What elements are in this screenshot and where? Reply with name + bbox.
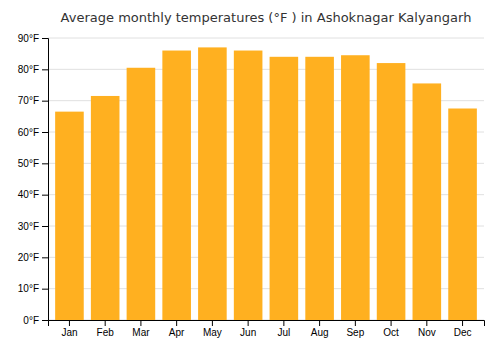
bar (270, 57, 299, 320)
tick-mark (42, 163, 48, 164)
tick: 90°F (18, 33, 48, 44)
tick-label: Jul (277, 327, 290, 338)
tick-label: 40°F (18, 189, 39, 200)
chart: 0°F 10°F 20°F 30°F 40°F 50°F 60°F 70°F 80°F 90°F J… (0, 0, 500, 350)
tick-mark (355, 320, 356, 326)
bar (448, 109, 477, 321)
bar (198, 47, 227, 320)
tick-label: 80°F (18, 64, 39, 75)
tick: Sep (346, 320, 364, 338)
tick-mark (283, 320, 284, 326)
tick-label: Aug (311, 327, 329, 338)
tick: 0°F (23, 315, 48, 326)
tick: 20°F (18, 252, 48, 263)
tick-label: 10°F (18, 283, 39, 294)
tick: Nov (418, 320, 436, 338)
title: Average monthly temperatures (°F ) in As… (61, 10, 472, 25)
tick-label: Apr (169, 327, 185, 338)
tick: Apr (169, 320, 185, 338)
axis-line (49, 321, 485, 327)
tick-label: Oct (383, 327, 399, 338)
tick: Oct (383, 320, 399, 338)
tick-mark (212, 320, 213, 326)
tick-mark (42, 195, 48, 196)
tick-mark (42, 289, 48, 290)
bars (55, 47, 477, 320)
tick: 10°F (18, 283, 48, 294)
tick-mark (69, 320, 70, 326)
tick-mark (42, 257, 48, 258)
x-axis: Jan Feb Mar Apr May Jun Jul Aug Sep Oct Nov Dec (49, 320, 485, 338)
tick-label: Feb (97, 327, 115, 338)
tick: Jul (277, 320, 290, 338)
tick-label: Jun (240, 327, 256, 338)
tick-label: 20°F (18, 252, 39, 263)
bar (413, 83, 442, 320)
bar (377, 63, 406, 320)
tick-mark (176, 320, 177, 326)
bar (127, 68, 156, 320)
tick-mark (319, 320, 320, 326)
tick-label: Dec (454, 327, 472, 338)
tick: 40°F (18, 189, 48, 200)
y-axis: 0°F 10°F 20°F 30°F 40°F 50°F 60°F 70°F 80°F 90°F (18, 33, 49, 326)
tick-mark (426, 320, 427, 326)
tick-label: 0°F (23, 315, 39, 326)
plot: 0°F 10°F 20°F 30°F 40°F 50°F 60°F 70°F 80°F 90°F J… (18, 33, 485, 338)
tick-mark (462, 320, 463, 326)
tick-mark (42, 38, 48, 39)
tick: 30°F (18, 221, 48, 232)
tick: Jun (240, 320, 256, 338)
bar (162, 51, 191, 320)
tick: May (203, 320, 222, 338)
tick-label: May (203, 327, 222, 338)
tick: 70°F (18, 95, 48, 106)
tick-mark (42, 320, 48, 321)
tick-label: 90°F (18, 33, 39, 44)
tick-label: Mar (132, 327, 150, 338)
tick: 60°F (18, 127, 48, 138)
bar (91, 96, 120, 320)
tick: Mar (132, 320, 150, 338)
bar (234, 51, 263, 320)
tick-mark (140, 320, 141, 326)
bar (341, 55, 370, 320)
bar (305, 57, 334, 320)
tick: 80°F (18, 64, 48, 75)
grid-line (48, 69, 484, 70)
tick-mark (42, 69, 48, 70)
tick: Jan (61, 320, 77, 338)
tick-mark (391, 320, 392, 326)
bar (55, 112, 84, 320)
tick-label: 50°F (18, 158, 39, 169)
tick-mark (42, 101, 48, 102)
tick-mark (42, 226, 48, 227)
tick-label: Jan (61, 327, 77, 338)
tick-label: Sep (346, 327, 364, 338)
tick: 50°F (18, 158, 48, 169)
grid (48, 38, 484, 320)
tick-label: 30°F (18, 221, 39, 232)
axis-line (42, 39, 49, 321)
tick-mark (105, 320, 106, 326)
tick-label: 60°F (18, 127, 39, 138)
tick-label: 70°F (18, 95, 39, 106)
tick-label: Nov (418, 327, 436, 338)
tick-mark (248, 320, 249, 326)
tick-mark (42, 132, 48, 133)
tick: Aug (311, 320, 329, 338)
tick: Feb (97, 320, 115, 338)
tick: Dec (454, 320, 472, 338)
grid-line (48, 38, 484, 39)
